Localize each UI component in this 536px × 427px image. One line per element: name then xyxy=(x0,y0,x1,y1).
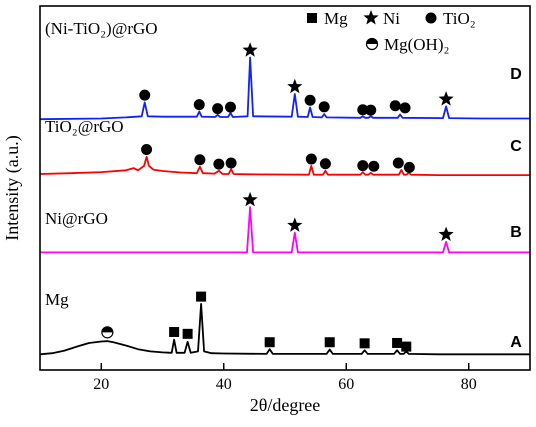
peak-marker-circle-30 xyxy=(357,104,369,116)
peak-marker-circle-24 xyxy=(212,103,224,115)
legend-symbol-square xyxy=(307,13,317,23)
peak-marker-circle-19 xyxy=(368,160,380,172)
x-tick-label: 80 xyxy=(461,376,477,393)
peak-marker-circle-21 xyxy=(403,161,415,173)
legend-label-circle: TiO₂ xyxy=(443,9,476,28)
peak-marker-circle-25 xyxy=(224,101,236,113)
legend: Mg Ni TiO₂ Mg(OH)₂ xyxy=(307,9,476,54)
trace-letter-B: B xyxy=(510,224,522,241)
peak-marker-circle-33 xyxy=(399,102,411,114)
trace-labels: Mg A Ni@rGO B TiO₂@rGO C (Ni-TiO₂)@rGO D xyxy=(45,19,522,351)
legend-symbol-circle xyxy=(425,12,437,24)
trace-label-D: (Ni-TiO₂)@rGO xyxy=(45,19,158,38)
series-line-B xyxy=(40,206,530,254)
trace-label-B: Ni@rGO xyxy=(45,209,108,228)
x-tick-label: 20 xyxy=(93,376,109,393)
peak-marker-half-0 xyxy=(101,326,114,339)
x-axis-ticks: 20 40 60 80 xyxy=(93,363,477,393)
peak-marker-square-7 xyxy=(392,337,403,348)
legend-label-half: Mg(OH)₂ xyxy=(384,35,449,54)
peak-marker-circle-28 xyxy=(304,94,316,106)
peak-marker-square-5 xyxy=(324,337,335,348)
peak-marker-circle-32 xyxy=(389,100,401,112)
peak-marker-star-11 xyxy=(438,226,454,241)
trace-letter-C: C xyxy=(510,138,522,155)
peak-marker-circle-22 xyxy=(139,89,151,101)
traces xyxy=(40,56,530,356)
peak-marker-star-10 xyxy=(287,217,303,232)
peak-marker-circle-17 xyxy=(319,158,331,170)
peak-marker-square-1 xyxy=(169,327,180,338)
peak-marker-circle-20 xyxy=(392,157,404,169)
peak-marker-square-6 xyxy=(359,338,370,349)
y-axis-title: Intensity (a.u.) xyxy=(2,135,23,240)
plot-frame xyxy=(39,5,531,371)
series-line-A xyxy=(40,303,530,356)
trace-letter-D: D xyxy=(510,66,522,83)
x-tick-label: 40 xyxy=(216,376,232,393)
peak-marker-circle-14 xyxy=(213,158,225,170)
x-axis-title: 2θ/degree xyxy=(250,395,321,415)
peak-marker-circle-18 xyxy=(357,160,369,172)
peak-marker-circle-31 xyxy=(365,104,377,116)
trace-letter-A: A xyxy=(510,334,522,351)
peak-marker-circle-13 xyxy=(194,154,206,166)
peak-marker-star-26 xyxy=(242,42,258,57)
peak-marker-square-3 xyxy=(196,291,207,302)
trace-label-C: TiO₂@rGO xyxy=(45,117,124,136)
peak-marker-circle-29 xyxy=(318,101,330,113)
peak-marker-square-2 xyxy=(182,328,193,339)
peak-marker-circle-16 xyxy=(305,153,317,165)
legend-symbol-half xyxy=(365,37,379,51)
peak-marker-star-27 xyxy=(287,78,303,94)
peak-marker-star-34 xyxy=(438,91,454,106)
peak-marker-square-8 xyxy=(401,341,412,352)
series-line-D xyxy=(40,56,530,121)
x-tick-label: 60 xyxy=(338,376,354,393)
series-line-C xyxy=(40,155,530,176)
legend-label-star: Ni xyxy=(383,9,400,28)
peak-marker-circle-15 xyxy=(225,157,237,169)
legend-symbol-star xyxy=(363,10,379,25)
peak-marker-star-9 xyxy=(242,191,258,207)
trace-label-A: Mg xyxy=(45,290,69,309)
peak-markers xyxy=(101,42,454,352)
legend-label-square: Mg xyxy=(324,9,348,28)
peak-marker-square-4 xyxy=(264,337,275,348)
peak-marker-circle-23 xyxy=(193,99,205,111)
peak-marker-circle-12 xyxy=(141,144,153,156)
